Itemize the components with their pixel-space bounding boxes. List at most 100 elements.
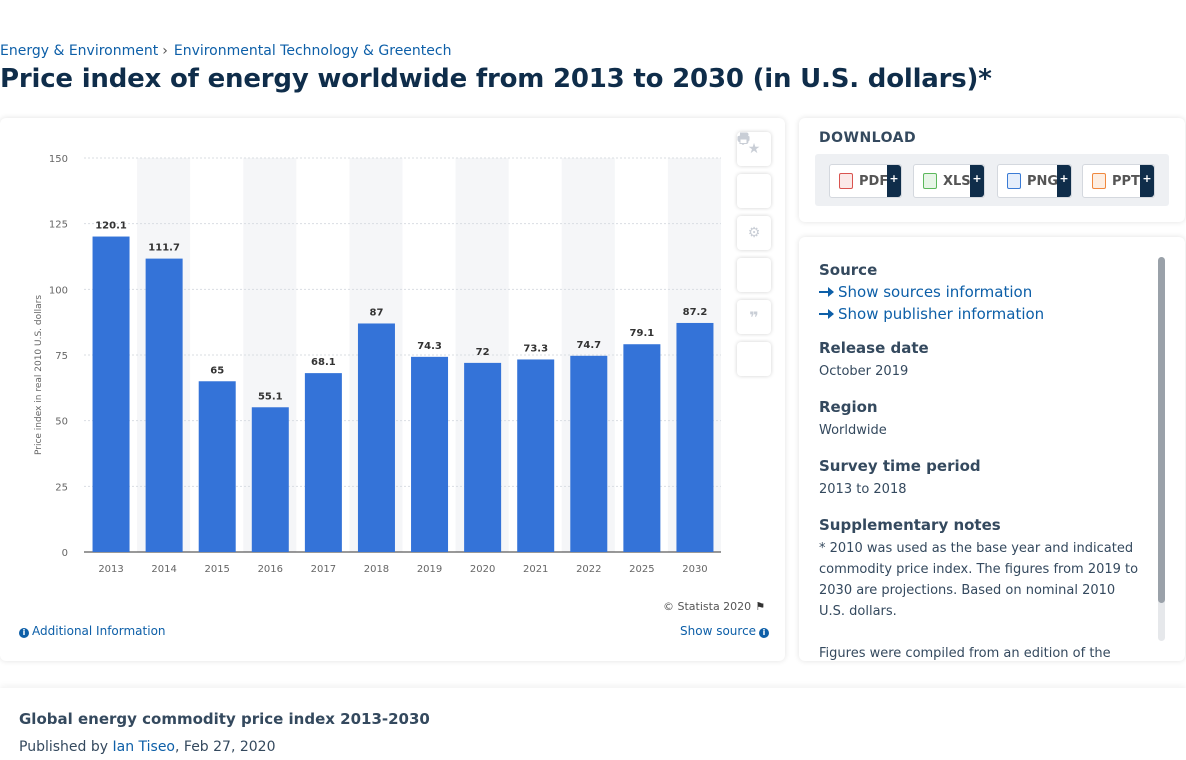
arrow-right-icon xyxy=(819,287,834,297)
publication-footer: Global energy commodity price index 2013… xyxy=(0,688,1186,760)
print-icon xyxy=(737,132,750,144)
bar xyxy=(198,381,236,552)
ppt-plus-badge: + xyxy=(1140,165,1154,197)
y-tick-label: 25 xyxy=(55,482,68,493)
bar xyxy=(411,356,449,552)
x-tick-label: 2014 xyxy=(151,564,176,575)
xls-plus-badge: + xyxy=(970,165,984,197)
breadcrumb: Energy & Environment › Environmental Techn… xyxy=(0,43,451,59)
gear-icon: ⚙ xyxy=(747,225,761,241)
x-tick-label: 2022 xyxy=(576,564,601,575)
show-sources-link[interactable]: Show sources information xyxy=(819,283,1139,301)
x-tick-label: 2015 xyxy=(204,564,229,575)
download-png-button[interactable]: PNG + xyxy=(997,164,1072,198)
download-bar: PDF + XLS + PNG + PPT + xyxy=(815,154,1169,206)
data-label: 87 xyxy=(369,307,383,318)
print-button[interactable] xyxy=(737,132,771,376)
x-tick-label: 2013 xyxy=(98,564,123,575)
copyright-text: © Statista 2020 xyxy=(663,600,752,613)
data-label: 111.7 xyxy=(148,243,180,254)
bar xyxy=(676,322,714,552)
flag-icon[interactable]: ⚑ xyxy=(755,600,766,613)
png-plus-badge: + xyxy=(1057,165,1071,197)
supplementary-notes-value: * 2010 was used as the base year and ind… xyxy=(819,541,1139,619)
survey-period-value: 2013 to 2018 xyxy=(819,482,907,497)
info-icon: i xyxy=(759,628,770,638)
download-xls-label: XLS xyxy=(943,173,971,189)
details-scrollbar[interactable] xyxy=(1158,257,1165,641)
scrollbar-thumb[interactable] xyxy=(1158,257,1165,603)
statistic-details-panel: Source Show sources information Show pub… xyxy=(799,237,1185,661)
supplementary-notes-more: Figures were compiled from an edition of… xyxy=(819,646,1111,661)
pdf-plus-badge: + xyxy=(887,165,901,197)
data-label: 120.1 xyxy=(95,221,127,232)
download-ppt-label: PPT xyxy=(1112,173,1140,189)
data-label: 65 xyxy=(210,365,224,376)
breadcrumb-item-greentech[interactable]: Environmental Technology & Greentech xyxy=(173,43,452,59)
data-label: 74.3 xyxy=(417,341,442,352)
bar xyxy=(92,236,130,552)
x-tick-label: 2017 xyxy=(311,564,336,575)
data-label: 73.3 xyxy=(523,343,548,354)
ppt-file-icon xyxy=(1092,173,1106,189)
x-tick-label: 2021 xyxy=(523,564,548,575)
settings-button[interactable]: ⚙ xyxy=(737,216,771,250)
download-panel: DOWNLOAD PDF + XLS + PNG + PPT + xyxy=(799,118,1185,222)
show-publisher-link[interactable]: Show publisher information xyxy=(819,305,1139,323)
statistic-title: Global energy commodity price index 2013… xyxy=(19,710,430,728)
download-ppt-button[interactable]: PPT + xyxy=(1082,164,1155,198)
data-label: 68.1 xyxy=(311,357,336,368)
cite-button[interactable]: ❞ xyxy=(737,300,771,334)
arrow-right-icon xyxy=(819,309,834,319)
region-value: Worldwide xyxy=(819,423,887,438)
y-axis-title: Price index in real 2010 U.S. dollars xyxy=(34,295,44,455)
source-label: Source xyxy=(819,261,878,279)
bar xyxy=(145,258,183,552)
y-tick-label: 75 xyxy=(55,351,68,362)
download-title: DOWNLOAD xyxy=(819,130,917,146)
pdf-file-icon xyxy=(839,173,853,189)
quote-icon: ❞ xyxy=(749,307,759,327)
y-tick-label: 125 xyxy=(49,220,68,231)
y-tick-label: 0 xyxy=(62,548,68,559)
bar xyxy=(357,323,395,552)
show-source-link[interactable]: Show source i xyxy=(680,624,770,638)
download-pdf-button[interactable]: PDF + xyxy=(829,164,902,198)
copyright-notice: © Statista 2020 ⚑ xyxy=(663,600,765,613)
x-tick-label: 2030 xyxy=(682,564,707,575)
release-date-value: October 2019 xyxy=(819,364,909,379)
x-tick-label: 2020 xyxy=(470,564,495,575)
page-title: Price index of energy worldwide from 201… xyxy=(0,64,992,94)
png-file-icon xyxy=(1007,173,1021,189)
breadcrumb-item-energy[interactable]: Energy & Environment xyxy=(0,43,159,59)
notify-button[interactable] xyxy=(737,133,771,208)
data-label: 79.1 xyxy=(630,328,655,339)
share-button[interactable] xyxy=(737,132,771,292)
xls-file-icon xyxy=(923,173,937,189)
published-by: Published by Ian Tiseo, Feb 27, 2020 xyxy=(19,739,275,755)
data-label: 55.1 xyxy=(258,391,283,402)
bar xyxy=(304,373,342,552)
show-source-label: Show source xyxy=(680,624,757,638)
y-tick-label: 150 xyxy=(49,154,68,165)
chart-toolbar: ★ ⚙ ❞ xyxy=(737,132,773,384)
show-sources-label: Show sources information xyxy=(838,283,1033,301)
info-icon: i xyxy=(19,628,29,638)
breadcrumb-separator: › xyxy=(162,43,168,59)
y-tick-label: 100 xyxy=(49,285,68,296)
data-label: 74.7 xyxy=(576,340,601,351)
download-xls-button[interactable]: XLS + xyxy=(913,164,985,198)
x-tick-label: 2019 xyxy=(417,564,442,575)
bar xyxy=(251,407,289,552)
chart-card: 0 25 50 75 100 125 150 Price index in real 2010… xyxy=(0,118,785,661)
bar xyxy=(464,362,502,552)
additional-information-link[interactable]: i Additional Information xyxy=(19,624,166,638)
release-date-label: Release date xyxy=(819,339,929,357)
favorite-button[interactable]: ★ xyxy=(737,132,771,166)
bar-chart: 0 25 50 75 100 125 150 Price index in real 2010… xyxy=(34,154,721,575)
publish-date: , Feb 27, 2020 xyxy=(175,739,276,755)
author-link[interactable]: Ian Tiseo xyxy=(112,739,175,755)
region-label: Region xyxy=(819,398,878,416)
data-label: 72 xyxy=(476,347,490,358)
x-tick-label: 2016 xyxy=(258,564,283,575)
